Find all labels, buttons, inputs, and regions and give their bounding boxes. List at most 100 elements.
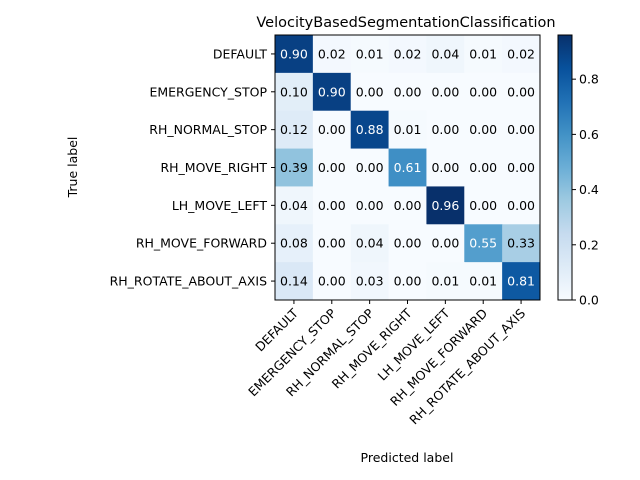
- cell-value-label: 0.14: [280, 274, 308, 289]
- cell-value-label: 0.00: [431, 84, 459, 99]
- heatmap-cell: [312, 186, 352, 225]
- cell-value-label: 0.55: [469, 236, 497, 251]
- cell-value-label: 0.02: [318, 46, 346, 61]
- heatmap-cell: [312, 148, 352, 187]
- heatmap-cell: [464, 35, 503, 74]
- cell-value-label: 0.00: [318, 160, 346, 175]
- heatmap-cell: [388, 148, 427, 187]
- heatmap-cell: [275, 110, 314, 149]
- heatmap-cell: [312, 224, 352, 263]
- heatmap-cell: [464, 72, 503, 112]
- colorbar-tick-label: 0.4: [579, 182, 599, 197]
- y-tick-label: RH_MOVE_RIGHT: [160, 160, 267, 175]
- cell-value-label: 0.61: [394, 160, 422, 175]
- cell-value-label: 0.12: [280, 122, 308, 137]
- y-tick-label: RH_ROTATE_ABOUT_AXIS: [110, 274, 267, 289]
- heatmap-cell: [426, 110, 465, 149]
- heatmap-cell: [312, 262, 352, 301]
- cell-value-label: 0.00: [469, 198, 497, 213]
- cell-value-label: 0.04: [280, 198, 308, 213]
- cell-value-label: 0.00: [469, 84, 497, 99]
- heatmap-cell: [350, 186, 389, 225]
- cell-value-label: 0.90: [318, 84, 346, 99]
- y-tick-label: RH_MOVE_FORWARD: [136, 236, 267, 251]
- heatmap-cell: [275, 72, 314, 112]
- cell-value-label: 0.00: [318, 274, 346, 289]
- cell-value-label: 0.00: [394, 84, 422, 99]
- cell-value-label: 0.00: [394, 236, 422, 251]
- cell-value-label: 0.01: [356, 46, 384, 61]
- heatmap-cell: [388, 110, 427, 149]
- cell-value-label: 0.00: [469, 122, 497, 137]
- heatmap-cell: [312, 110, 352, 149]
- heatmap-cell: [464, 110, 503, 149]
- heatmap-cell: [350, 35, 389, 74]
- colorbar: [557, 34, 573, 301]
- cell-value-label: 0.00: [507, 160, 535, 175]
- cell-value-label: 0.00: [507, 84, 535, 99]
- cell-value-label: 0.00: [507, 122, 535, 137]
- heatmap-cell: [426, 72, 465, 112]
- heatmap-cell: [388, 224, 427, 263]
- colorbar-tick-label: 0.2: [579, 237, 599, 252]
- cell-value-label: 0.90: [280, 46, 308, 61]
- heatmap-cell: [502, 224, 541, 263]
- heatmap-cell: [275, 148, 314, 187]
- cell-value-label: 0.81: [507, 274, 535, 289]
- heatmap-cells: [275, 35, 541, 301]
- heatmap-cell: [426, 148, 465, 187]
- cell-value-label: 0.04: [356, 236, 384, 251]
- cell-value-label: 0.00: [431, 160, 459, 175]
- colorbar-tick-label: 0.8: [579, 72, 599, 87]
- cell-value-label: 0.00: [431, 236, 459, 251]
- heatmap-cell: [464, 262, 503, 301]
- heatmap-cell: [275, 186, 314, 225]
- heatmap-cell: [464, 148, 503, 187]
- cell-value-label: 0.01: [469, 274, 497, 289]
- cell-value-label: 0.03: [356, 274, 384, 289]
- cell-value-label: 0.08: [280, 236, 308, 251]
- heatmap-cell: [312, 72, 352, 112]
- cell-value-label: 0.00: [318, 198, 346, 213]
- heatmap-cell: [502, 35, 541, 74]
- y-tick-label: LH_MOVE_LEFT: [172, 198, 268, 213]
- heatmap-cell: [426, 186, 465, 225]
- cell-value-label: 0.00: [318, 236, 346, 251]
- cell-value-label: 0.39: [280, 160, 308, 175]
- heatmap-cell: [275, 224, 314, 263]
- cell-value-label: 0.88: [356, 122, 384, 137]
- cell-value-label: 0.01: [431, 274, 459, 289]
- colorbar-tick-label: 0.6: [579, 127, 599, 142]
- heatmap-cell: [388, 186, 427, 225]
- heatmap-cell: [502, 262, 541, 301]
- cell-value-label: 0.00: [356, 160, 384, 175]
- y-tick-label: RH_NORMAL_STOP: [149, 122, 267, 137]
- heatmap-cell: [350, 262, 389, 301]
- x-axis-label: Predicted label: [361, 450, 454, 465]
- y-axis: DEFAULT EMERGENCY_STOP RH_NORMAL_STOP RH_MO…: [110, 46, 275, 289]
- chart-title: VelocityBasedSegmentationClassification: [256, 15, 555, 31]
- heatmap-cell: [350, 224, 389, 263]
- cell-value-label: 0.00: [356, 84, 384, 99]
- cell-value-label: 0.00: [469, 160, 497, 175]
- heatmap-cell: [388, 72, 427, 112]
- cell-value-label: 0.00: [356, 198, 384, 213]
- heatmap-cell: [502, 148, 541, 187]
- heatmap-cell: [350, 110, 389, 149]
- cell-value-label: 0.10: [280, 84, 308, 99]
- heatmap-cell: [350, 148, 389, 187]
- heatmap-cell: [275, 35, 314, 74]
- heatmap-cell: [388, 35, 427, 74]
- cell-value-label: 0.00: [318, 122, 346, 137]
- y-axis-label: True label: [65, 137, 80, 199]
- heatmap-cell: [426, 35, 465, 74]
- colorbar-tick-label: 0.0: [579, 293, 599, 308]
- cell-value-label: 0.96: [431, 198, 459, 213]
- cell-value-label: 0.01: [469, 46, 497, 61]
- y-tick-label: EMERGENCY_STOP: [149, 84, 267, 99]
- cell-value-label: 0.00: [394, 198, 422, 213]
- heatmap-cell: [502, 72, 541, 112]
- cell-value-label: 0.00: [394, 274, 422, 289]
- heatmap-cell: [350, 72, 389, 112]
